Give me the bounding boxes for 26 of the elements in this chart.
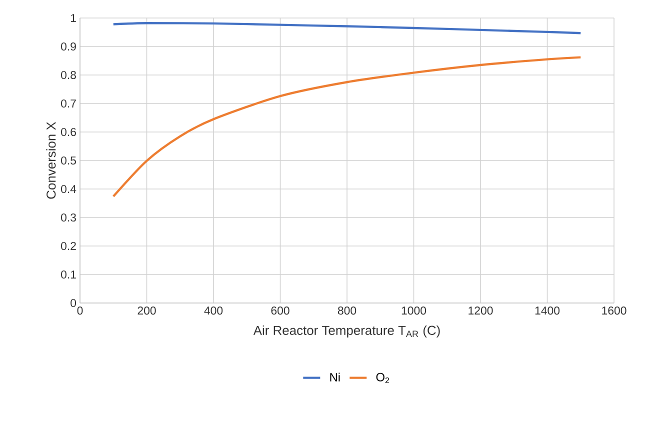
legend-label: O$_{2}$ (376, 372, 390, 384)
y-tick-label: 0.8 (61, 70, 76, 80)
x-axis-title: Air Reactor Temperature T$_{AR}$ (C) (253, 325, 440, 338)
y-tick-label: 1 (70, 14, 76, 22)
line-series (112, 22, 582, 34)
y-axis-title: Conversion X (46, 122, 56, 199)
x-tick-label: 1200 (468, 306, 493, 315)
y-tick-label: 0.6 (61, 128, 76, 136)
y-tick-label: 0.4 (61, 184, 76, 194)
y-tick-label: 0.9 (61, 42, 76, 51)
y-tick-label: 0.7 (61, 99, 76, 108)
x-tick-label: 600 (271, 306, 290, 315)
x-tick-label: 200 (138, 306, 156, 315)
x-tick-label: 400 (204, 306, 223, 315)
y-tick-label: 0.1 (61, 270, 76, 279)
y-tick-label: 0.5 (61, 156, 76, 165)
y-tick-label: 0.3 (61, 213, 76, 222)
x-tick-label: 1000 (402, 306, 426, 315)
x-tick-label: 0 (77, 306, 83, 315)
line-series (112, 56, 582, 198)
x-tick-label: 800 (338, 306, 356, 315)
x-tick-label: 1400 (535, 306, 560, 315)
y-tick-label: 0 (70, 298, 76, 308)
y-tick-label: 0.2 (61, 242, 76, 250)
x-tick-label: 1600 (602, 306, 626, 315)
legend-label: Ni (330, 372, 340, 382)
